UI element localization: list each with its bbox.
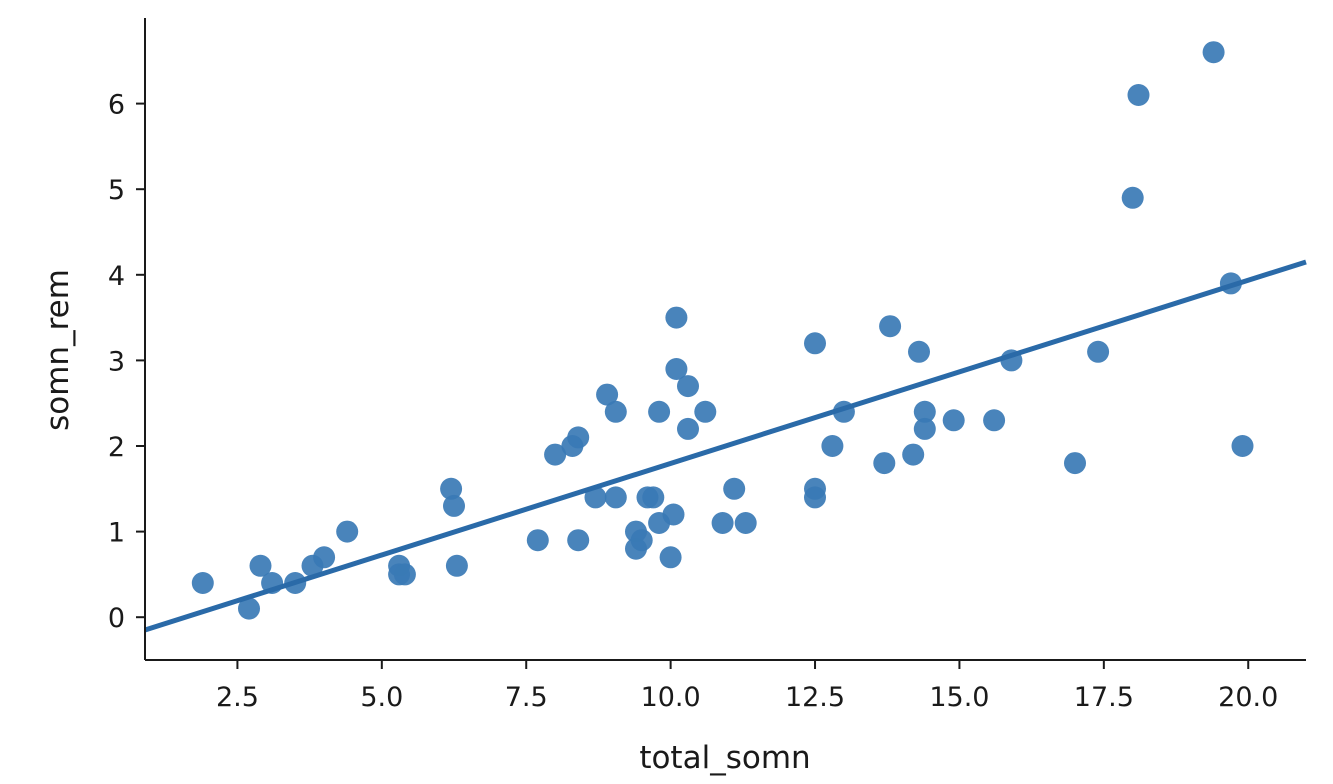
x-tick-label: 7.5	[505, 682, 548, 713]
regression-line	[144, 259, 1307, 633]
scatter-point	[662, 503, 685, 526]
scatter-point	[908, 340, 930, 363]
scatter-point	[313, 546, 336, 569]
x-tick-label: 5.0	[360, 682, 403, 713]
scatter-point	[804, 332, 826, 355]
scatter-point	[942, 409, 965, 432]
x-axis-ticks: 2.5 5.0 7.5 10.0 12.5 15.0 17.5 20.0	[216, 660, 1278, 713]
scatter-point	[879, 315, 902, 338]
scatter-point	[665, 358, 688, 380]
scatter-point	[393, 563, 416, 586]
scatter-point	[1087, 340, 1110, 363]
y-tick-label: 5	[108, 175, 125, 206]
y-tick-label: 3	[108, 346, 125, 377]
scatter-point	[734, 512, 757, 534]
scatter-point	[913, 417, 936, 440]
scatter-point	[821, 435, 844, 457]
x-tick-label: 15.0	[929, 682, 989, 713]
scatter-point	[1127, 84, 1150, 106]
y-tick-label: 2	[108, 432, 125, 463]
scatter-point	[694, 400, 717, 423]
scatter-point	[596, 383, 619, 406]
x-tick-label: 20.0	[1218, 682, 1278, 713]
scatter-point	[567, 529, 590, 552]
scatter-point	[648, 400, 671, 423]
x-tick-label: 2.5	[216, 682, 259, 713]
scatter-point	[659, 546, 682, 569]
chart-marks	[144, 41, 1307, 633]
scatter-point	[604, 486, 627, 509]
scatter-point	[567, 426, 590, 449]
scatter-point	[630, 529, 653, 552]
y-tick-label: 4	[108, 261, 125, 292]
x-tick-label: 12.5	[785, 682, 845, 713]
scatter-point	[804, 486, 826, 509]
scatter-point	[526, 529, 549, 552]
scatter-point	[336, 520, 359, 543]
scatter-point	[445, 554, 468, 577]
scatter-point	[913, 400, 936, 423]
scatter-point	[1202, 41, 1225, 64]
y-tick-label: 1	[108, 518, 125, 549]
scatter-point	[443, 494, 465, 517]
y-axis-label: somn_rem	[40, 269, 76, 431]
scatter-point	[723, 477, 746, 500]
scatter-point	[238, 597, 260, 620]
scatter-point	[249, 554, 272, 577]
scatter-point	[544, 443, 567, 466]
scatter-point	[642, 486, 665, 509]
scatter-point	[191, 572, 214, 594]
scatter-point	[983, 409, 1006, 432]
scatter-point	[1231, 435, 1254, 457]
scatter-point	[1121, 186, 1144, 209]
x-axis-label: total_somn	[639, 740, 810, 776]
scatter-point	[677, 375, 699, 398]
y-tick-label: 0	[108, 603, 125, 634]
scatter-point	[902, 443, 925, 466]
scatter-point	[711, 512, 734, 534]
y-axis-ticks: 0 1 2 3 4 5 6	[108, 90, 145, 634]
y-tick-label: 6	[108, 90, 125, 121]
scatter-point	[665, 306, 688, 329]
x-tick-label: 17.5	[1074, 682, 1134, 713]
scatter-point	[1064, 452, 1086, 475]
scatter-point	[604, 400, 627, 423]
scatter-point	[677, 417, 699, 440]
scatter-point	[440, 477, 463, 500]
scatter-point	[584, 486, 607, 509]
scatter-point	[873, 452, 896, 475]
x-tick-label: 10.0	[641, 682, 701, 713]
